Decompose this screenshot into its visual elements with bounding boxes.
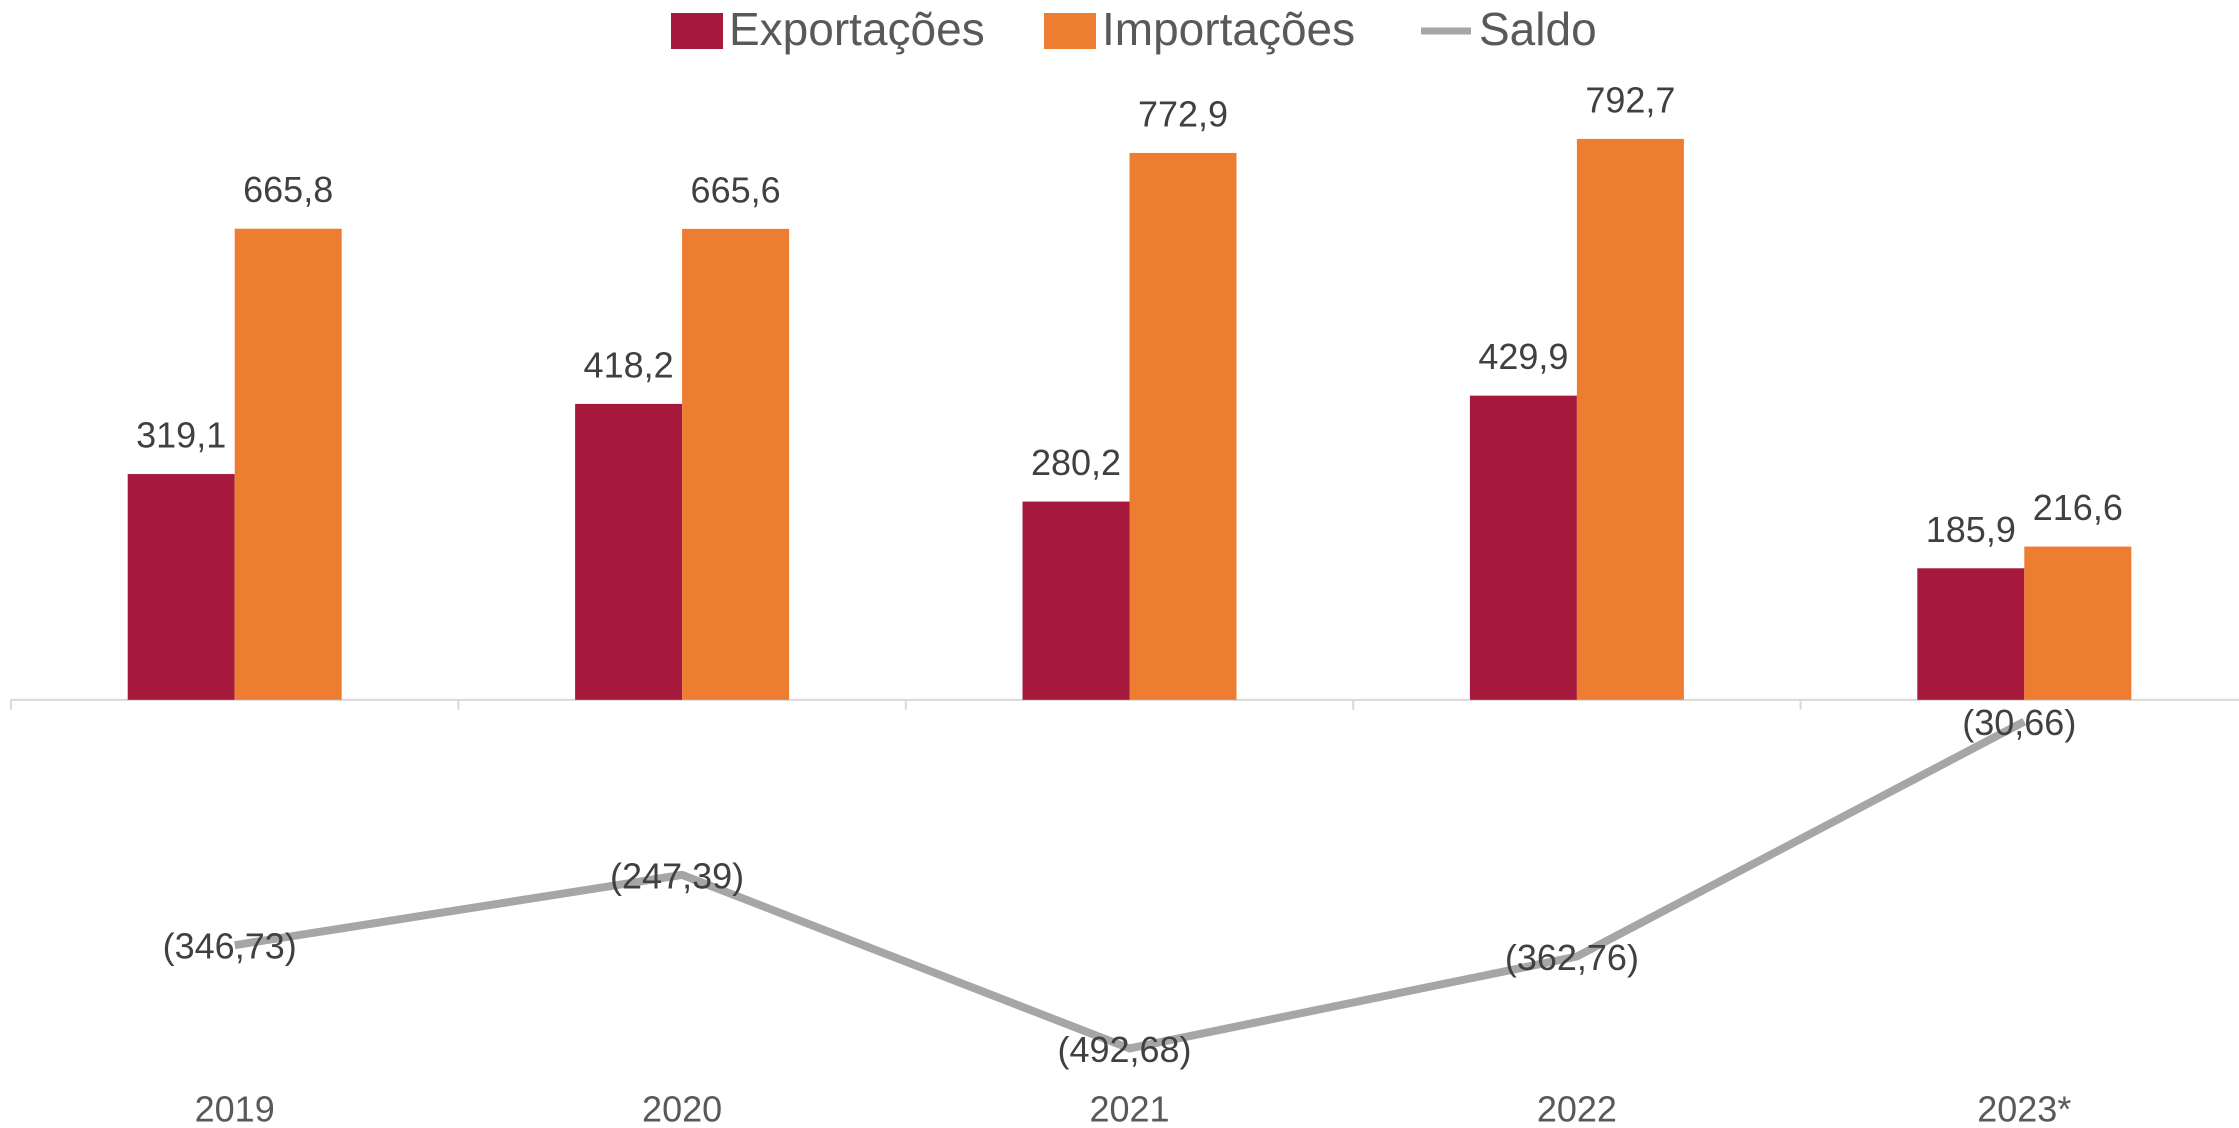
- bar: [1917, 568, 2025, 700]
- legend-swatch: [1044, 13, 1096, 49]
- data-label: 185,9: [1926, 509, 2016, 550]
- bar: [1576, 138, 1684, 700]
- data-label: 772,9: [1138, 93, 1228, 134]
- legend-label: Saldo: [1479, 3, 1597, 55]
- data-label: 665,6: [691, 169, 781, 210]
- data-label: (247,39): [610, 855, 744, 896]
- data-label: (362,76): [1505, 937, 1639, 978]
- data-label: (492,68): [1057, 1029, 1191, 1070]
- data-label: 792,7: [1585, 79, 1675, 120]
- bar: [234, 228, 342, 700]
- data-label: 319,1: [136, 415, 226, 456]
- data-label: (346,73): [163, 926, 297, 967]
- bar: [682, 228, 790, 700]
- x-tick-label: 2020: [642, 1089, 722, 1128]
- bar: [127, 474, 235, 700]
- x-tick-label: 2021: [1089, 1089, 1169, 1128]
- data-label: 216,6: [2033, 487, 2123, 528]
- data-label: 280,2: [1031, 442, 1121, 483]
- bar: [575, 403, 683, 700]
- bar: [1129, 152, 1237, 700]
- data-label: 429,9: [1478, 336, 1568, 377]
- legend-label: Importações: [1102, 3, 1355, 55]
- bar: [1022, 501, 1130, 700]
- x-tick-label: 2019: [195, 1089, 275, 1128]
- bar: [1469, 395, 1577, 700]
- x-tick-label: 2023*: [1977, 1089, 2071, 1128]
- legend-label: Exportações: [729, 3, 985, 55]
- data-label: (30,66): [1962, 702, 2076, 743]
- legend-swatch: [671, 13, 723, 49]
- x-tick-label: 2022: [1537, 1089, 1617, 1128]
- bar: [2024, 546, 2132, 700]
- line: [234, 717, 2027, 1053]
- data-label: 418,2: [584, 344, 674, 385]
- data-label: 665,8: [243, 169, 333, 210]
